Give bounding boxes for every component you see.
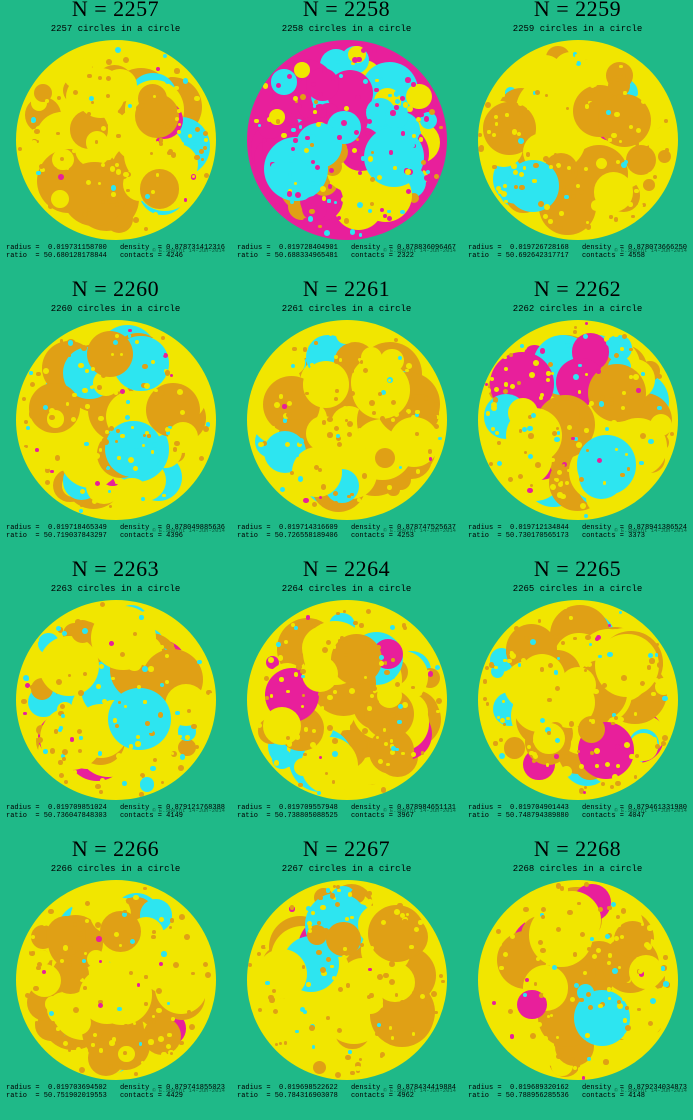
- packing-cell: N = 22642264 circles in a circleradius =…: [231, 560, 462, 840]
- stats-left: radius = 0.019703694502 ratio = 50.75190…: [6, 1084, 107, 1100]
- stats-left: radius = 0.019712134844 ratio = 50.73017…: [468, 524, 569, 540]
- packing-diagram: [247, 880, 447, 1080]
- packing-circle: [16, 600, 216, 800]
- stats-left: radius = 0.019689320162 ratio = 50.78895…: [468, 1084, 569, 1100]
- packing-diagram: [16, 600, 216, 800]
- cell-title: N = 2265: [466, 556, 689, 582]
- stats-left: radius = 0.019698522622 ratio = 50.78431…: [237, 1084, 338, 1100]
- credit-text: © E.Specht 14-Jun-2014: [383, 1088, 456, 1094]
- cell-subtitle: 2263 circles in a circle: [4, 584, 227, 594]
- packing-diagram: [478, 40, 678, 240]
- cell-title: N = 2261: [235, 276, 458, 302]
- cell-subtitle: 2265 circles in a circle: [466, 584, 689, 594]
- credit-text: © E.Specht 14-Jun-2014: [614, 808, 687, 814]
- packing-cell: N = 22662266 circles in a circleradius =…: [0, 840, 231, 1120]
- packing-circle: [16, 40, 216, 240]
- credit-text: © E.Specht 14-Jun-2014: [383, 808, 456, 814]
- packing-circle: [478, 880, 678, 1080]
- cell-subtitle: 2261 circles in a circle: [235, 304, 458, 314]
- packing-cell: N = 22612261 circles in a circleradius =…: [231, 280, 462, 560]
- credit-text: © E.Specht 14-Jun-2014: [614, 528, 687, 534]
- cell-subtitle: 2260 circles in a circle: [4, 304, 227, 314]
- packing-diagram: [478, 880, 678, 1080]
- cell-title: N = 2264: [235, 556, 458, 582]
- packing-diagram: [247, 600, 447, 800]
- credit-text: © E.Specht 14-Jun-2014: [152, 528, 225, 534]
- cell-subtitle: 2266 circles in a circle: [4, 864, 227, 874]
- stats-left: radius = 0.019709851024 ratio = 50.73604…: [6, 804, 107, 820]
- cell-title: N = 2259: [466, 0, 689, 22]
- packing-cell: N = 2257 2257 circles in a circle radius =…: [0, 0, 231, 280]
- packing-cell: N = 22602260 circles in a circleradius =…: [0, 280, 231, 560]
- credit-text: © E.Specht 14-Jun-2014: [152, 808, 225, 814]
- credit-text: © E.Specht 14-Jun-2014: [614, 248, 687, 254]
- stats-left: radius = 0.019704901443 ratio = 50.74879…: [468, 804, 569, 820]
- stats-left: radius = 0.019728404901 ratio = 50.68833…: [237, 244, 338, 260]
- cell-title: N = 2257: [4, 0, 227, 22]
- cell-title: N = 2268: [466, 836, 689, 862]
- packing-diagram: [16, 880, 216, 1080]
- cell-title: N = 2266: [4, 836, 227, 862]
- packing-diagram: [478, 320, 678, 520]
- stats-left: radius = 0.019714316609 ratio = 50.72655…: [237, 524, 338, 540]
- packing-circle: [478, 320, 678, 520]
- credit-text: © E.Specht 14-Jun-2014: [614, 1088, 687, 1094]
- packing-circle: [247, 320, 447, 520]
- packing-diagram: [247, 40, 447, 240]
- packing-cell: N = 22682268 circles in a circleradius =…: [462, 840, 693, 1120]
- credit-text: © E.Specht 14-Jun-2014: [152, 248, 225, 254]
- packing-circle: [478, 40, 678, 240]
- packing-circle: [247, 40, 447, 240]
- packing-circle: [247, 880, 447, 1080]
- cell-title: N = 2260: [4, 276, 227, 302]
- cell-title: N = 2258: [235, 0, 458, 22]
- credit-text: © E.Specht 14-Jun-2014: [383, 528, 456, 534]
- stats-left: radius = 0.019718465349 ratio = 50.71903…: [6, 524, 107, 540]
- stats-left: radius = 0.019726728168 ratio = 50.69264…: [468, 244, 569, 260]
- cell-subtitle: 2257 circles in a circle: [4, 24, 227, 34]
- credit-text: © E.Specht 14-Jun-2014: [383, 248, 456, 254]
- credit-text: © E.Specht 14-Jun-2014: [152, 1088, 225, 1094]
- packing-cell: N = 22672267 circles in a circleradius =…: [231, 840, 462, 1120]
- packing-cell: N = 22632263 circles in a circleradius =…: [0, 560, 231, 840]
- stats-left: radius = 0.019731158700 ratio = 50.68012…: [6, 244, 107, 260]
- cell-title: N = 2267: [235, 836, 458, 862]
- packing-circle: [247, 600, 447, 800]
- packing-cell: N = 22622262 circles in a circleradius =…: [462, 280, 693, 560]
- packing-cell: N = 2258 2258 circles in a circle radius =…: [231, 0, 462, 280]
- cell-subtitle: 2259 circles in a circle: [466, 24, 689, 34]
- packing-diagram: [247, 320, 447, 520]
- cell-subtitle: 2264 circles in a circle: [235, 584, 458, 594]
- cell-title: N = 2263: [4, 556, 227, 582]
- cell-subtitle: 2267 circles in a circle: [235, 864, 458, 874]
- packing-diagram: [16, 40, 216, 240]
- packing-circle: [478, 600, 678, 800]
- packing-cell: N = 22652265 circles in a circleradius =…: [462, 560, 693, 840]
- packing-diagram: [16, 320, 216, 520]
- stats-left: radius = 0.019709557948 ratio = 50.73880…: [237, 804, 338, 820]
- cell-subtitle: 2258 circles in a circle: [235, 24, 458, 34]
- packing-diagram: [478, 600, 678, 800]
- packing-circle: [16, 320, 216, 520]
- packing-circle: [16, 880, 216, 1080]
- cell-title: N = 2262: [466, 276, 689, 302]
- packing-cell: N = 2259 2259 circles in a circle radius =…: [462, 0, 693, 280]
- cell-subtitle: 2262 circles in a circle: [466, 304, 689, 314]
- cell-subtitle: 2268 circles in a circle: [466, 864, 689, 874]
